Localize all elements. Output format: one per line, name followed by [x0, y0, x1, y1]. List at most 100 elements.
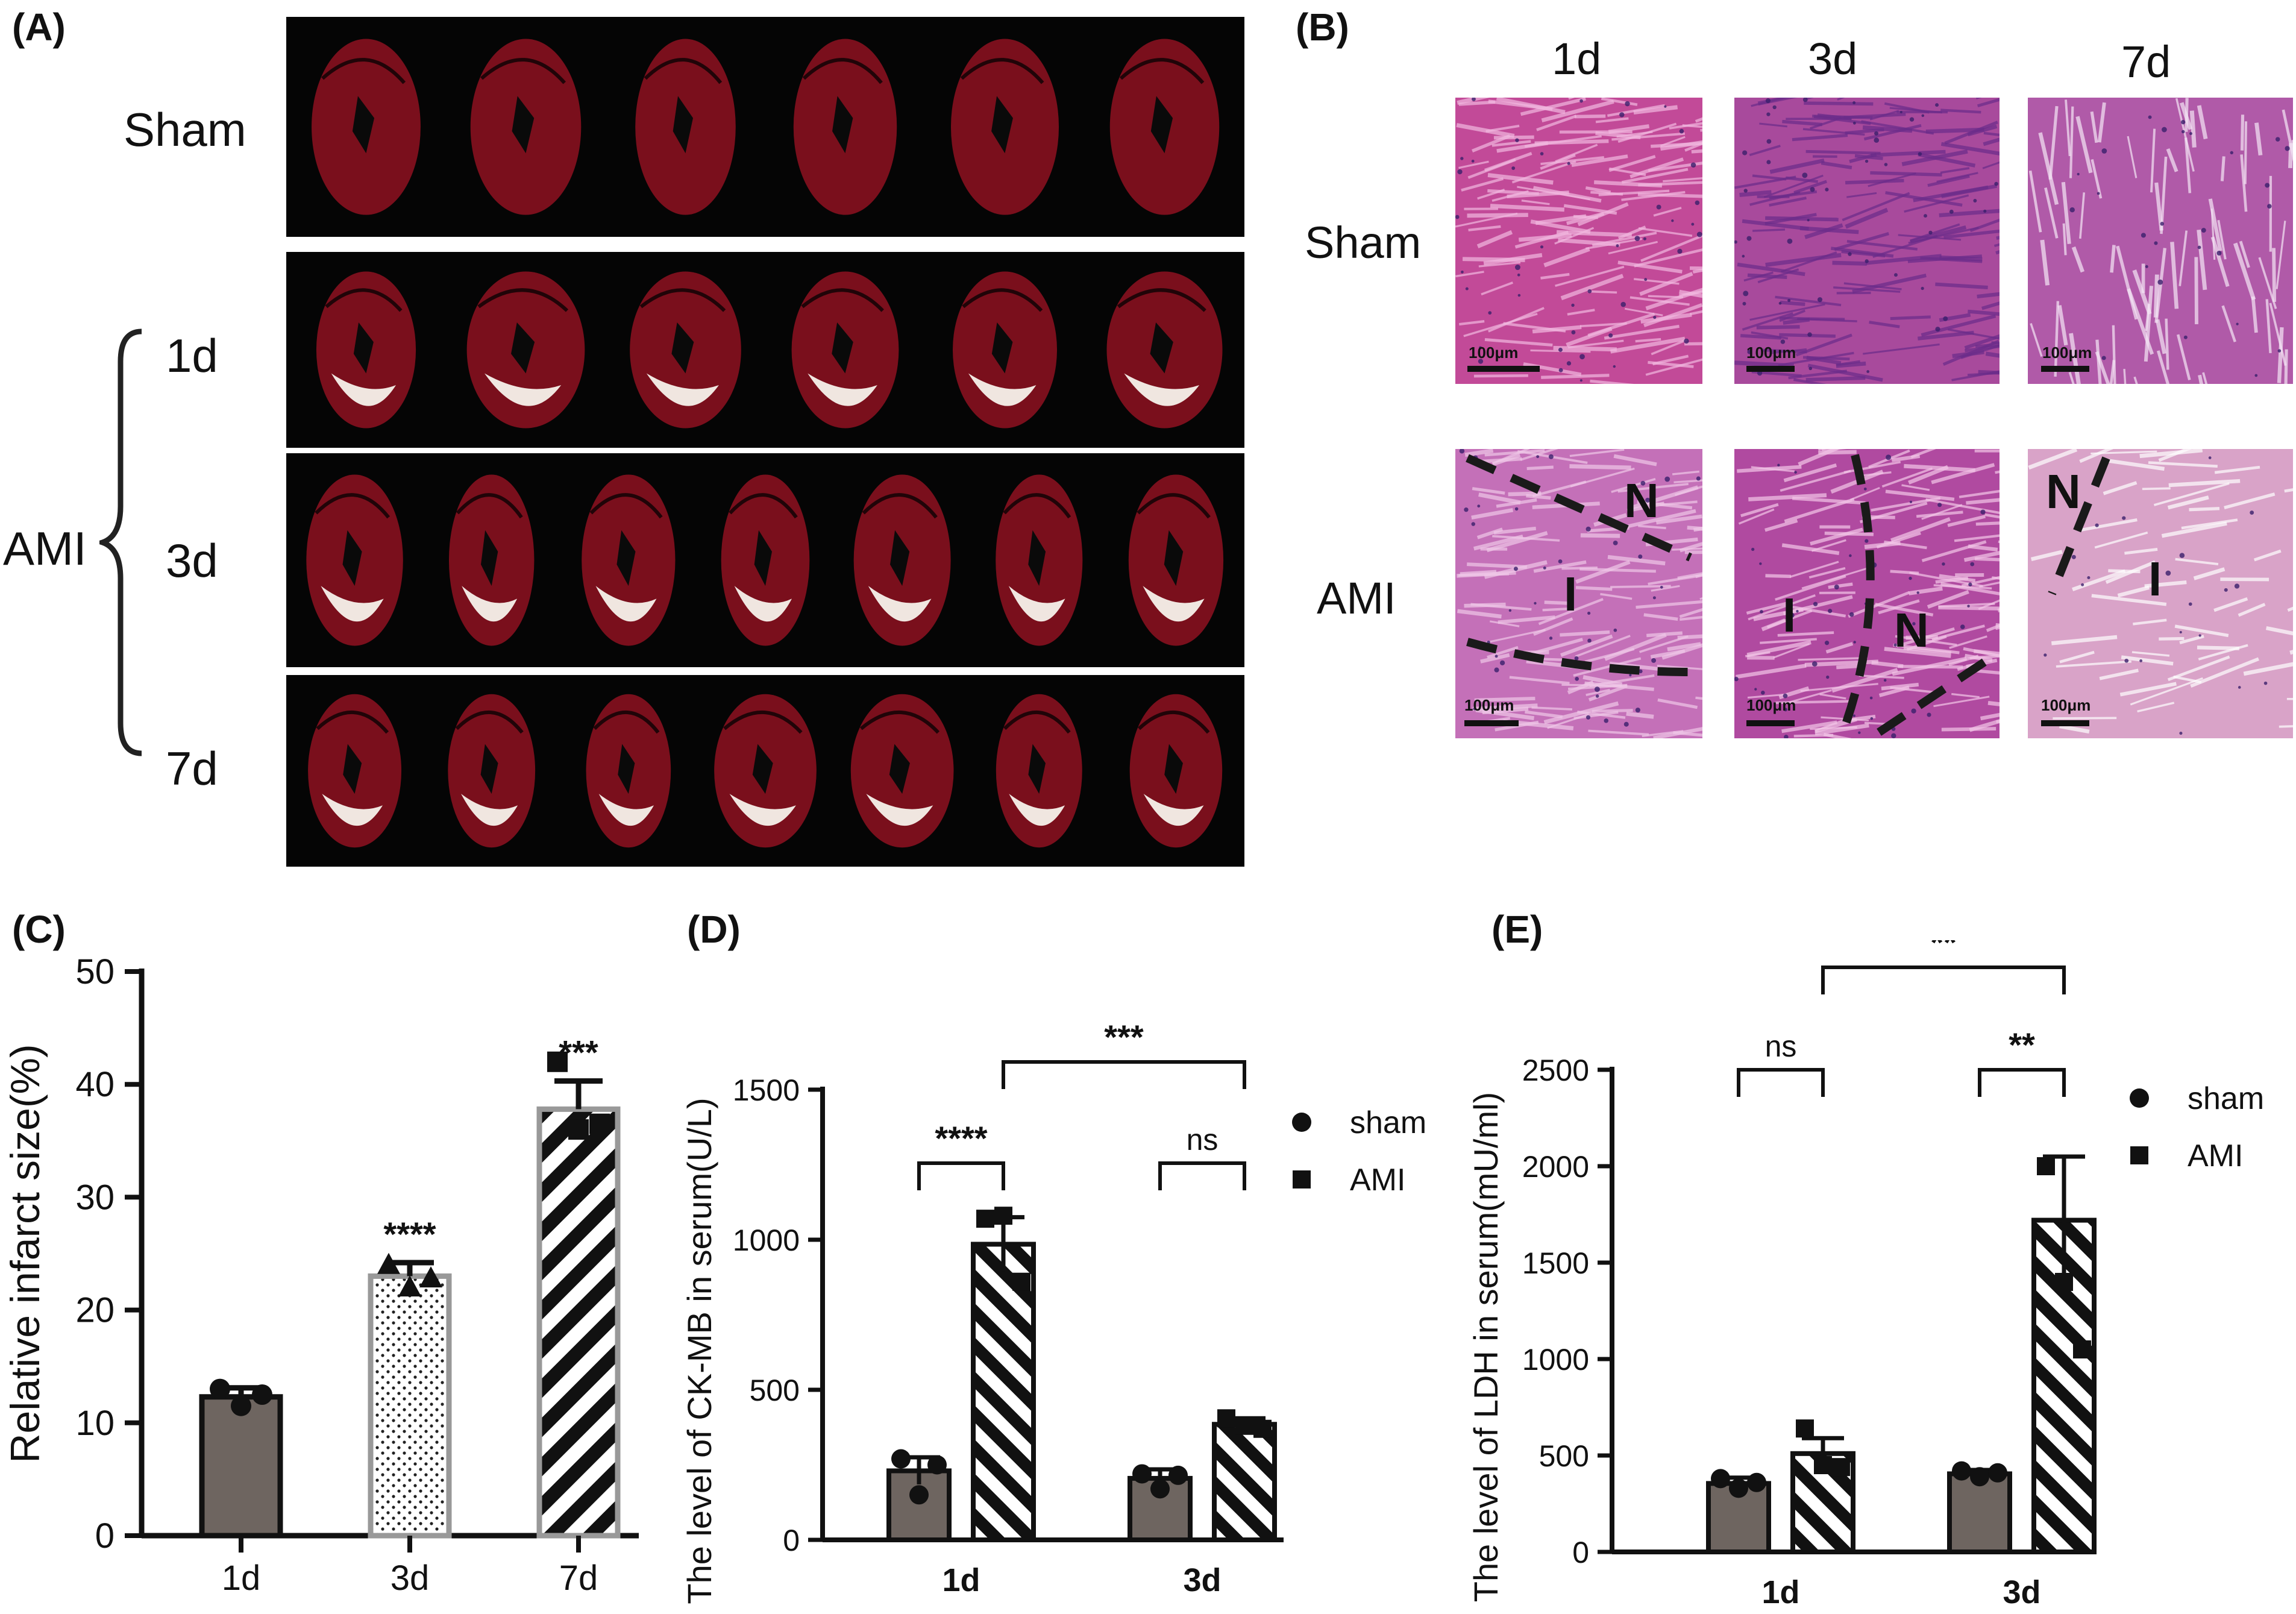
col-label-1d: 1d	[1552, 34, 1602, 84]
x-tick-label: 3d	[1183, 1562, 1221, 1598]
data-point	[1253, 1419, 1272, 1438]
data-point	[1988, 1463, 2007, 1483]
chart-d: 0 500 1000 1500 The level of CK-MB in serum(…	[680, 1018, 1426, 1604]
y-tick-label: 0	[1572, 1536, 1589, 1569]
y-axis-label: Relative infarct size(%)	[2, 1044, 48, 1463]
data-point	[927, 1455, 947, 1475]
marker-n: N	[2046, 465, 2081, 518]
data-point	[994, 1207, 1012, 1225]
data-point	[568, 1119, 589, 1140]
heart-slice	[316, 271, 416, 429]
legend-marker-ami	[1293, 1170, 1311, 1189]
y-tick-label: 2000	[1522, 1150, 1589, 1184]
heart-slice	[635, 39, 736, 215]
y-axis-label: The level of CK-MB in serum(U/L)	[680, 1097, 718, 1604]
heart-slice	[952, 271, 1058, 429]
chart-e: 0 500 1000 1500 2000 2500 The level of LDH in …	[1467, 940, 2264, 1610]
he-image-sham-3d: 100μm	[1734, 98, 2000, 384]
heart-slice	[950, 39, 1059, 215]
y-tick-label: 0	[783, 1524, 800, 1557]
significance-label: ns	[1187, 1123, 1219, 1157]
heart-slice	[448, 694, 536, 848]
significance-bracket	[1002, 1060, 1246, 1089]
bar	[1212, 1422, 1277, 1543]
y-tick-label: 0	[95, 1516, 114, 1556]
he-image-sham-7d: 100μm	[2028, 98, 2293, 384]
data-point	[231, 1395, 251, 1416]
data-point	[419, 1266, 442, 1288]
data-point	[1747, 1472, 1766, 1492]
significance-label: ***	[559, 1034, 598, 1072]
y-tick-label: 30	[75, 1178, 114, 1217]
heart-slice	[582, 474, 676, 646]
bar	[368, 1273, 452, 1539]
x-tick-label: 1d	[942, 1562, 980, 1598]
legend-marker-ami	[2130, 1146, 2148, 1164]
data-point	[1814, 1456, 1832, 1474]
data-point	[891, 1449, 911, 1469]
data-point	[1235, 1416, 1253, 1435]
heart-slice	[721, 474, 810, 646]
panel-d-label: (D)	[687, 908, 741, 951]
heart-slice	[996, 694, 1082, 848]
heart-strip-sham	[286, 17, 1244, 237]
significance-label: ns	[1765, 1029, 1797, 1063]
y-tick-label: 1000	[733, 1223, 800, 1257]
significance-label: ****	[935, 1119, 987, 1157]
data-point	[1711, 1469, 1730, 1489]
chart-c: 0 10 20 30 40 50 Relative infarct size(%) 1d 3d *…	[2, 952, 639, 1598]
heart-slice	[448, 474, 535, 646]
significance-bracket	[1978, 1068, 2066, 1097]
heart-slice	[850, 694, 954, 848]
y-tick-label: 500	[1539, 1439, 1589, 1473]
row-label-b-ami: AMI	[1317, 573, 1396, 623]
x-tick-label: 1d	[1761, 1574, 1799, 1610]
row-label-3d: 3d	[166, 534, 218, 587]
heart-slice	[470, 39, 582, 215]
panel-c-label: (C)	[12, 908, 66, 951]
data-point	[1012, 1272, 1030, 1291]
x-tick-label: 3d	[2003, 1574, 2040, 1610]
y-tick-label: 10	[75, 1404, 114, 1443]
data-point	[1168, 1465, 1188, 1485]
he-image-ami-1d: N I 100μm	[1455, 449, 1702, 738]
he-image-ami-7d: N I 100μm	[2028, 449, 2293, 738]
group-brace	[99, 328, 142, 756]
data-point	[1217, 1409, 1235, 1428]
data-point	[252, 1384, 272, 1405]
heart-strip-7d	[286, 675, 1244, 867]
y-tick-label: 1500	[733, 1073, 800, 1107]
data-point	[2055, 1273, 2073, 1291]
significance-bracket	[1821, 966, 2066, 994]
col-label-3d: 3d	[1808, 34, 1858, 84]
heart-slice	[308, 694, 402, 848]
data-point	[1796, 1419, 1814, 1438]
heart-slice	[996, 474, 1083, 646]
legend-marker-sham	[1292, 1113, 1311, 1132]
data-point	[210, 1378, 230, 1399]
y-tick-label: 500	[750, 1374, 800, 1407]
y-tick-label: 2500	[1522, 1053, 1589, 1087]
x-tick-label: 7d	[559, 1559, 598, 1598]
significance-bracket	[1158, 1161, 1246, 1190]
row-label-sham: Sham	[124, 103, 246, 156]
y-tick-label: 50	[75, 952, 114, 991]
y-tick-label: 1500	[1522, 1246, 1589, 1280]
row-label-7d: 7d	[166, 742, 218, 795]
bar	[536, 1106, 621, 1539]
significance-label: ****	[383, 1215, 436, 1253]
y-tick-label: 20	[75, 1291, 114, 1330]
legend-label-sham: sham	[1350, 1105, 1426, 1140]
heart-slice	[1109, 39, 1220, 215]
heart-slice	[1128, 474, 1224, 646]
x-tick-label: 3d	[391, 1559, 430, 1598]
heart-slice	[1106, 271, 1223, 429]
significance-bracket	[917, 1161, 1005, 1190]
bar	[1947, 1471, 2012, 1555]
heart-slice	[791, 271, 899, 429]
data-point	[589, 1113, 610, 1134]
bar	[199, 1394, 283, 1539]
heart-slice	[312, 39, 421, 215]
data-point	[398, 1275, 421, 1297]
marker-i: I	[1564, 567, 1578, 621]
